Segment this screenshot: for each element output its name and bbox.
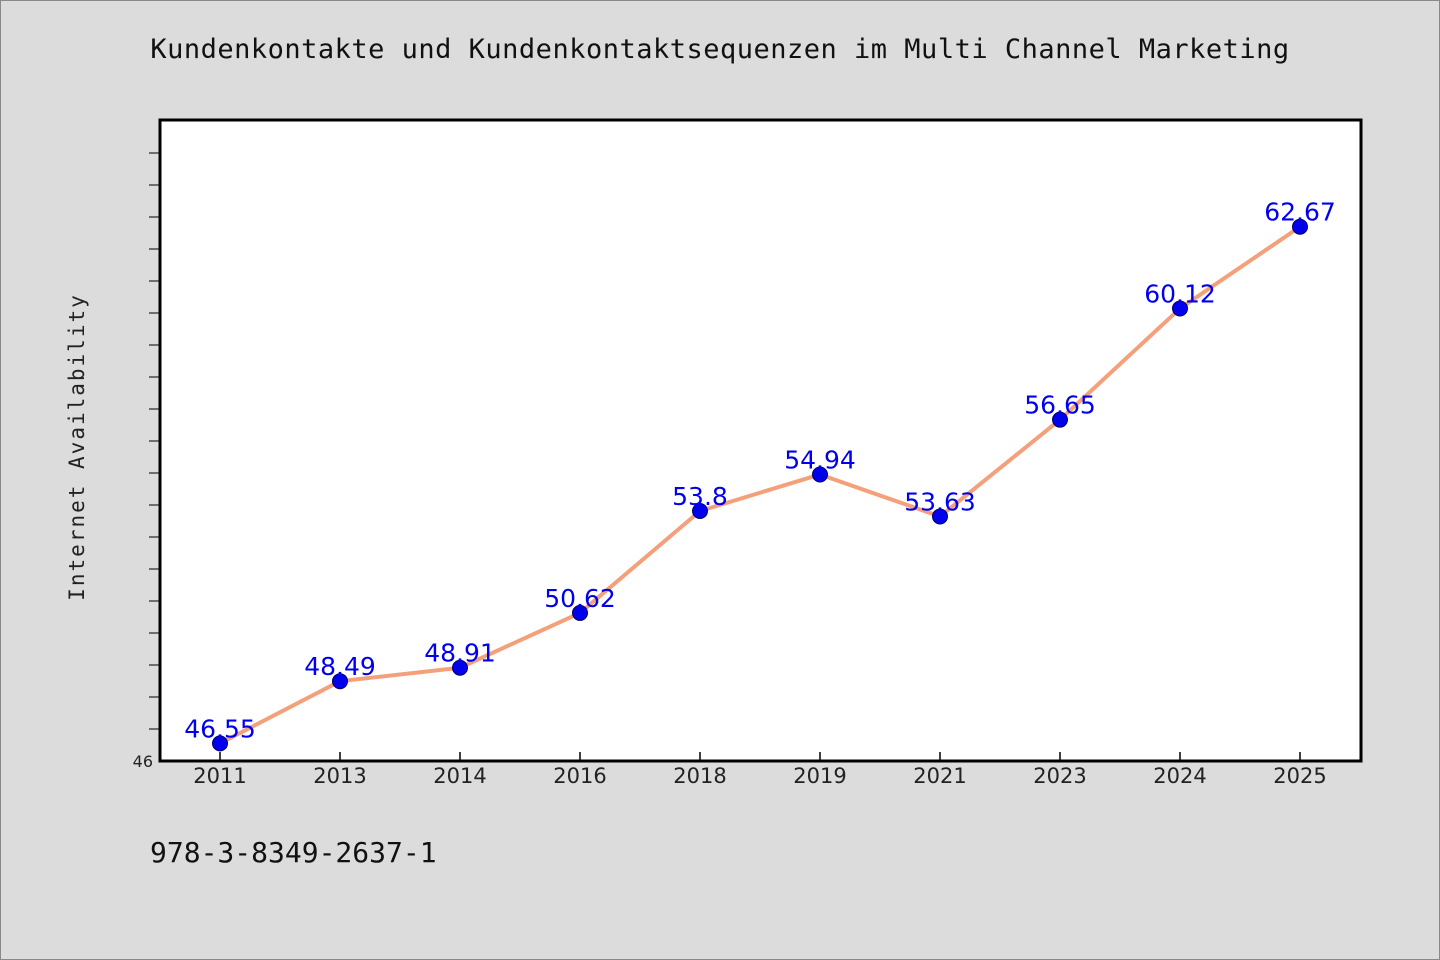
data-point: [812, 466, 828, 483]
data-points: [212, 218, 1308, 752]
data-point: [332, 673, 348, 690]
series-line: [218, 224, 1302, 746]
data-point: [1292, 218, 1308, 235]
data-label: 54.94: [784, 445, 856, 474]
x-tick-label: 2016: [553, 764, 606, 788]
isbn-text: 978-3-8349-2637-1: [150, 836, 437, 869]
x-axis-ticks: 2011 2013 2014 2016 2018 2019 2021 2023 2024 2025: [193, 752, 1327, 788]
data-label: 50.62: [544, 584, 616, 613]
x-tick-label: 2023: [1033, 764, 1086, 788]
y-axis-ticks: [149, 152, 160, 730]
x-tick-label: 2025: [1273, 764, 1326, 788]
data-point: [692, 503, 708, 520]
data-point: [572, 604, 588, 621]
y-tick-label-min: 46: [133, 752, 153, 771]
data-label: 48.49: [304, 652, 376, 681]
data-point: [1052, 411, 1068, 428]
data-label: 56.65: [1024, 391, 1096, 420]
data-point: [452, 659, 468, 676]
data-labels: 46.55 48.49 48.91 50.62 53.8 54.94 53.63 56.65 6…: [184, 198, 1336, 744]
x-tick-label: 2011: [193, 764, 246, 788]
data-label: 53.8: [672, 482, 728, 511]
x-tick-label: 2019: [793, 764, 846, 788]
data-label: 62.67: [1264, 198, 1336, 227]
x-tick-label: 2024: [1153, 764, 1206, 788]
series-line-group: [218, 224, 1302, 746]
data-point: [1172, 300, 1188, 317]
data-label: 53.63: [904, 487, 976, 516]
x-tick-label: 2021: [913, 764, 966, 788]
data-label: 46.55: [184, 714, 256, 743]
data-point: [932, 508, 948, 525]
x-tick-label: 2014: [433, 764, 486, 788]
data-point: [212, 735, 228, 752]
x-tick-label: 2018: [673, 764, 726, 788]
x-tick-label: 2013: [313, 764, 366, 788]
data-label: 60.12: [1144, 279, 1216, 308]
plot-area: [158, 118, 1363, 763]
chart-title: Kundenkontakte und Kundenkontaktsequenze…: [150, 34, 1290, 65]
data-label: 48.91: [424, 639, 496, 668]
